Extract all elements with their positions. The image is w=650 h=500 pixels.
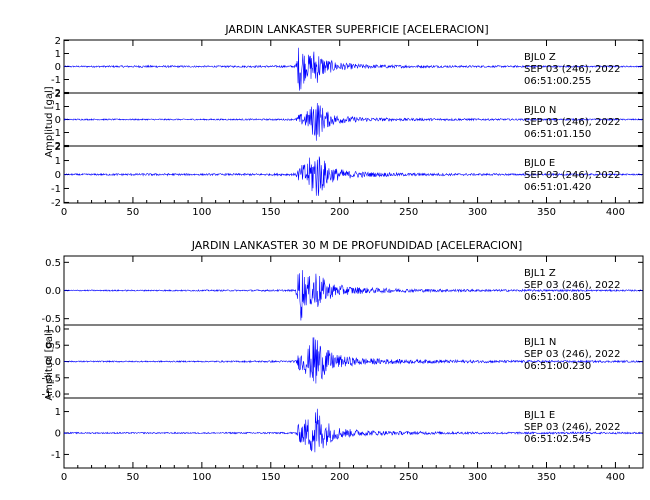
panel-annotation-line: 06:51:00.255: [524, 76, 591, 87]
y-tick-label: -2: [51, 141, 61, 152]
y-tick-label: -2: [51, 88, 61, 99]
panel-annotation-line: SEP 03 (246), 2022: [524, 280, 620, 291]
series-line-n: [63, 102, 643, 141]
y-tick-label: 2: [55, 142, 61, 153]
y-tick-label: 1: [55, 407, 61, 418]
x-tick-label: 50: [127, 207, 140, 218]
y-tick-label: 0.0: [45, 357, 61, 368]
y-tick-label: 2: [55, 89, 61, 100]
y-tick-label: -1: [51, 450, 61, 461]
chart-title-depth: JARDIN LANKASTER 30 M DE PROFUNDIDAD [AC…: [191, 239, 523, 252]
panel-annotation-line: BJL0 N: [524, 105, 556, 116]
x-tick-label: 200: [330, 207, 349, 218]
series-line-n: [63, 337, 643, 384]
x-tick-label: 350: [537, 207, 556, 218]
x-tick-label: 250: [399, 207, 418, 218]
y-tick-label: 0: [55, 170, 61, 181]
y-tick-label: -2: [51, 198, 61, 209]
panel-annotation-line: 06:51:01.150: [524, 129, 591, 140]
series-line-z: [63, 47, 643, 91]
x-tick-label: 250: [399, 472, 418, 483]
x-tick-label: 0: [61, 472, 67, 483]
x-tick-label: 100: [192, 207, 211, 218]
x-tick-label: 200: [330, 472, 349, 483]
panel-annotation-line: BJL1 E: [524, 410, 555, 421]
y-axis-label-surface: Amplitud [gal]: [44, 86, 55, 157]
panel-annotation-line: SEP 03 (246), 2022: [524, 170, 620, 181]
series-line-e: [63, 156, 643, 196]
y-tick-label: 0.0: [45, 286, 61, 297]
y-tick-label: 0: [55, 429, 61, 440]
y-tick-label: 1.0: [45, 324, 61, 335]
panel-annotation-line: BJL1 Z: [524, 268, 556, 279]
y-tick-label: 1: [55, 49, 61, 60]
y-tick-label: 0: [55, 115, 61, 126]
y-tick-label: 1: [55, 102, 61, 113]
chart-title-surface: JARDIN LANKASTER SUPERFICIE [ACELERACION…: [224, 23, 488, 36]
panel-annotation-line: 06:51:00.805: [524, 292, 591, 303]
panel-annotation-line: 06:51:01.420: [524, 182, 591, 193]
y-tick-label: 0.5: [45, 341, 61, 352]
panel-annotation-line: SEP 03 (246), 2022: [524, 64, 620, 75]
panel-annotation-line: BJL1 N: [524, 337, 556, 348]
series-line-z: [63, 270, 643, 321]
y-tick-label: -1: [51, 184, 61, 195]
x-tick-label: 100: [192, 472, 211, 483]
chart-surface: JARDIN LANKASTER SUPERFICIE [ACELERACION…: [44, 23, 644, 218]
y-tick-label: -1: [51, 75, 61, 86]
y-tick-label: -0.5: [41, 373, 61, 384]
y-tick-label: 1: [55, 156, 61, 167]
y-axis-label-depth: Amplitud [gal]: [44, 329, 55, 400]
panel-annotation-line: BJL0 Z: [524, 52, 556, 63]
x-tick-label: 300: [468, 207, 487, 218]
y-tick-label: 0.5: [45, 258, 61, 269]
panel-annotation-line: SEP 03 (246), 2022: [524, 117, 620, 128]
panel-annotation-line: SEP 03 (246), 2022: [524, 349, 620, 360]
x-tick-label: 50: [127, 472, 140, 483]
x-tick-label: 150: [261, 207, 280, 218]
x-tick-label: 350: [537, 472, 556, 483]
panel-annotation-line: 06:51:00.230: [524, 361, 591, 372]
x-tick-label: 150: [261, 472, 280, 483]
chart-depth: JARDIN LANKASTER 30 M DE PROFUNDIDAD [AC…: [41, 239, 644, 483]
y-tick-label: 2: [55, 36, 61, 47]
series-line-e: [63, 408, 643, 453]
x-tick-label: 400: [606, 207, 625, 218]
y-tick-label: -1.0: [41, 390, 61, 401]
panel-annotation-line: SEP 03 (246), 2022: [524, 422, 620, 433]
y-tick-label: -0.5: [41, 314, 61, 325]
x-tick-label: 400: [606, 472, 625, 483]
panel-annotation-line: 06:51:02.545: [524, 434, 591, 445]
y-tick-label: -1: [51, 128, 61, 139]
x-tick-label: 0: [61, 207, 67, 218]
x-tick-label: 300: [468, 472, 487, 483]
y-tick-label: 0: [55, 62, 61, 73]
panel-annotation-line: BJL0 E: [524, 158, 555, 169]
